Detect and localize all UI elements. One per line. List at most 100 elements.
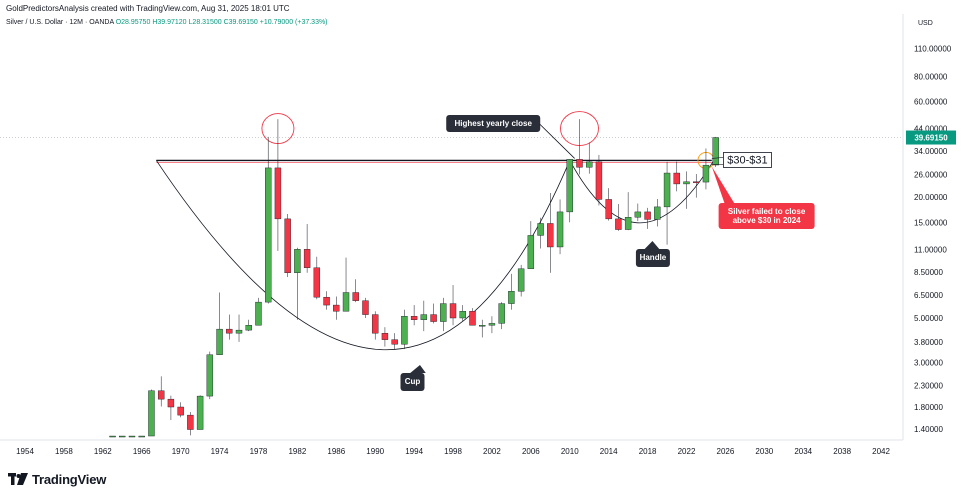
candle-body — [148, 390, 155, 437]
candle-1967 — [148, 389, 155, 437]
time-tick-label: 1962 — [94, 447, 112, 456]
candle-body — [342, 292, 350, 312]
candle-2006 — [527, 221, 535, 269]
price-tick-label: 44.00000 — [914, 125, 948, 134]
candle-2015 — [615, 204, 622, 231]
candle-1974 — [216, 292, 223, 355]
price-tick-label: 8.50000 — [914, 268, 943, 277]
candle-body — [177, 406, 184, 416]
candle-2005 — [517, 264, 525, 297]
candle-1996 — [430, 303, 437, 324]
candle-body — [138, 435, 145, 438]
candle-2012 — [586, 142, 593, 174]
candle-2014 — [605, 188, 612, 221]
candle-body — [469, 311, 476, 326]
time-tick-label: 2006 — [522, 447, 540, 456]
candle-body — [644, 211, 651, 220]
price-axis[interactable]: 1.40000 1.80000 2.30000 3.00000 3.80000 5.000… — [914, 45, 952, 434]
open-value: O28.95750 — [115, 19, 151, 26]
candle-1994 — [410, 305, 418, 326]
candle-body — [498, 303, 505, 324]
candle-body — [663, 172, 671, 208]
price-tick-label: 60.00000 — [914, 98, 948, 107]
candle-1977 — [245, 319, 252, 332]
candle-body — [216, 328, 223, 355]
candle-body — [226, 328, 233, 334]
candle-body — [508, 291, 515, 304]
candle-2009 — [556, 199, 564, 255]
candle-2021 — [673, 161, 680, 192]
candle-1973 — [206, 351, 214, 400]
price-tick-label: 80.00000 — [914, 72, 948, 81]
candle-body — [381, 332, 389, 340]
candle-body — [459, 311, 466, 319]
candle-2002 — [488, 316, 496, 334]
failed-close-label-text: Silver failed to close — [728, 207, 806, 216]
candle-body — [274, 167, 282, 220]
candle-1984 — [313, 256, 321, 300]
time-tick-label: 1970 — [172, 447, 190, 456]
cup-label-box — [400, 373, 425, 391]
candle-body — [556, 211, 564, 248]
candle-1983 — [303, 224, 311, 273]
time-tick-label: 2034 — [794, 447, 812, 456]
handle-label: Handle — [635, 241, 670, 267]
time-tick-label: 2030 — [755, 447, 773, 456]
candle-1965 — [128, 435, 136, 438]
price-tick-label: 5.00000 — [914, 314, 943, 323]
candle-body — [206, 354, 214, 397]
candle-body — [449, 303, 457, 319]
cup-label: Cup — [400, 365, 426, 391]
failed-close-label-text: above $30 in 2024 — [733, 216, 802, 225]
time-tick-label: 1998 — [444, 447, 462, 456]
labels-layer: Highest yearly close Cup Handle Silver fail… — [400, 115, 956, 391]
symbol-legend[interactable]: Silver / U.S. Dollar · 12M · OANDA O28.9… — [6, 19, 328, 26]
candle-body — [547, 223, 554, 248]
candle-1979 — [265, 136, 272, 304]
candle-body — [527, 235, 535, 269]
candles-layer — [109, 119, 719, 438]
candle-body — [517, 268, 525, 292]
candle-body — [537, 223, 544, 236]
candle-body — [265, 167, 272, 303]
price-tick-label: 15.00000 — [914, 218, 948, 227]
handle-label-box — [635, 249, 670, 267]
chart-author-line: GoldPredictorsAnalysis created with Trad… — [6, 4, 290, 13]
candle-2023 — [693, 174, 700, 198]
candle-body — [167, 398, 175, 408]
candle-1986 — [333, 296, 340, 320]
time-tick-label: 1966 — [133, 447, 151, 456]
candle-body — [157, 390, 165, 400]
candle-1968 — [157, 376, 165, 407]
candle-2017 — [634, 203, 642, 222]
high-value: H39.97120 — [152, 19, 187, 26]
candle-1976 — [235, 314, 243, 342]
time-tick-label: 1986 — [327, 447, 345, 456]
tradingview-icon — [8, 473, 28, 485]
candle-body — [294, 249, 301, 274]
candle-2016 — [624, 192, 632, 231]
price-tick-label: 11.00000 — [914, 245, 947, 254]
candle-body — [352, 292, 359, 301]
currency-label[interactable]: USD — [918, 20, 933, 27]
tradingview-logo[interactable]: TradingView — [8, 471, 106, 487]
price-tick-label: 20.00000 — [914, 193, 948, 202]
handle-curve — [569, 160, 715, 224]
price-tick-label: 110.00000 — [914, 45, 952, 54]
time-tick-label: 2010 — [561, 447, 579, 456]
candle-1998 — [449, 285, 457, 326]
handle-label-text: Handle — [640, 253, 667, 262]
candle-2022 — [683, 171, 690, 209]
candle-body — [372, 314, 379, 334]
candle-body — [566, 159, 573, 213]
candle-body — [410, 316, 418, 320]
candle-body — [303, 249, 311, 268]
candle-body — [109, 435, 116, 438]
time-tick-label: 1982 — [288, 447, 306, 456]
candle-body — [654, 206, 661, 220]
candle-body — [235, 329, 243, 334]
time-axis[interactable]: 1954 1958 1962 1966 1970 1974 1978 1982 1986 1990… — [16, 447, 890, 456]
candle-body — [440, 303, 447, 322]
handle-label-pointer — [644, 241, 660, 249]
